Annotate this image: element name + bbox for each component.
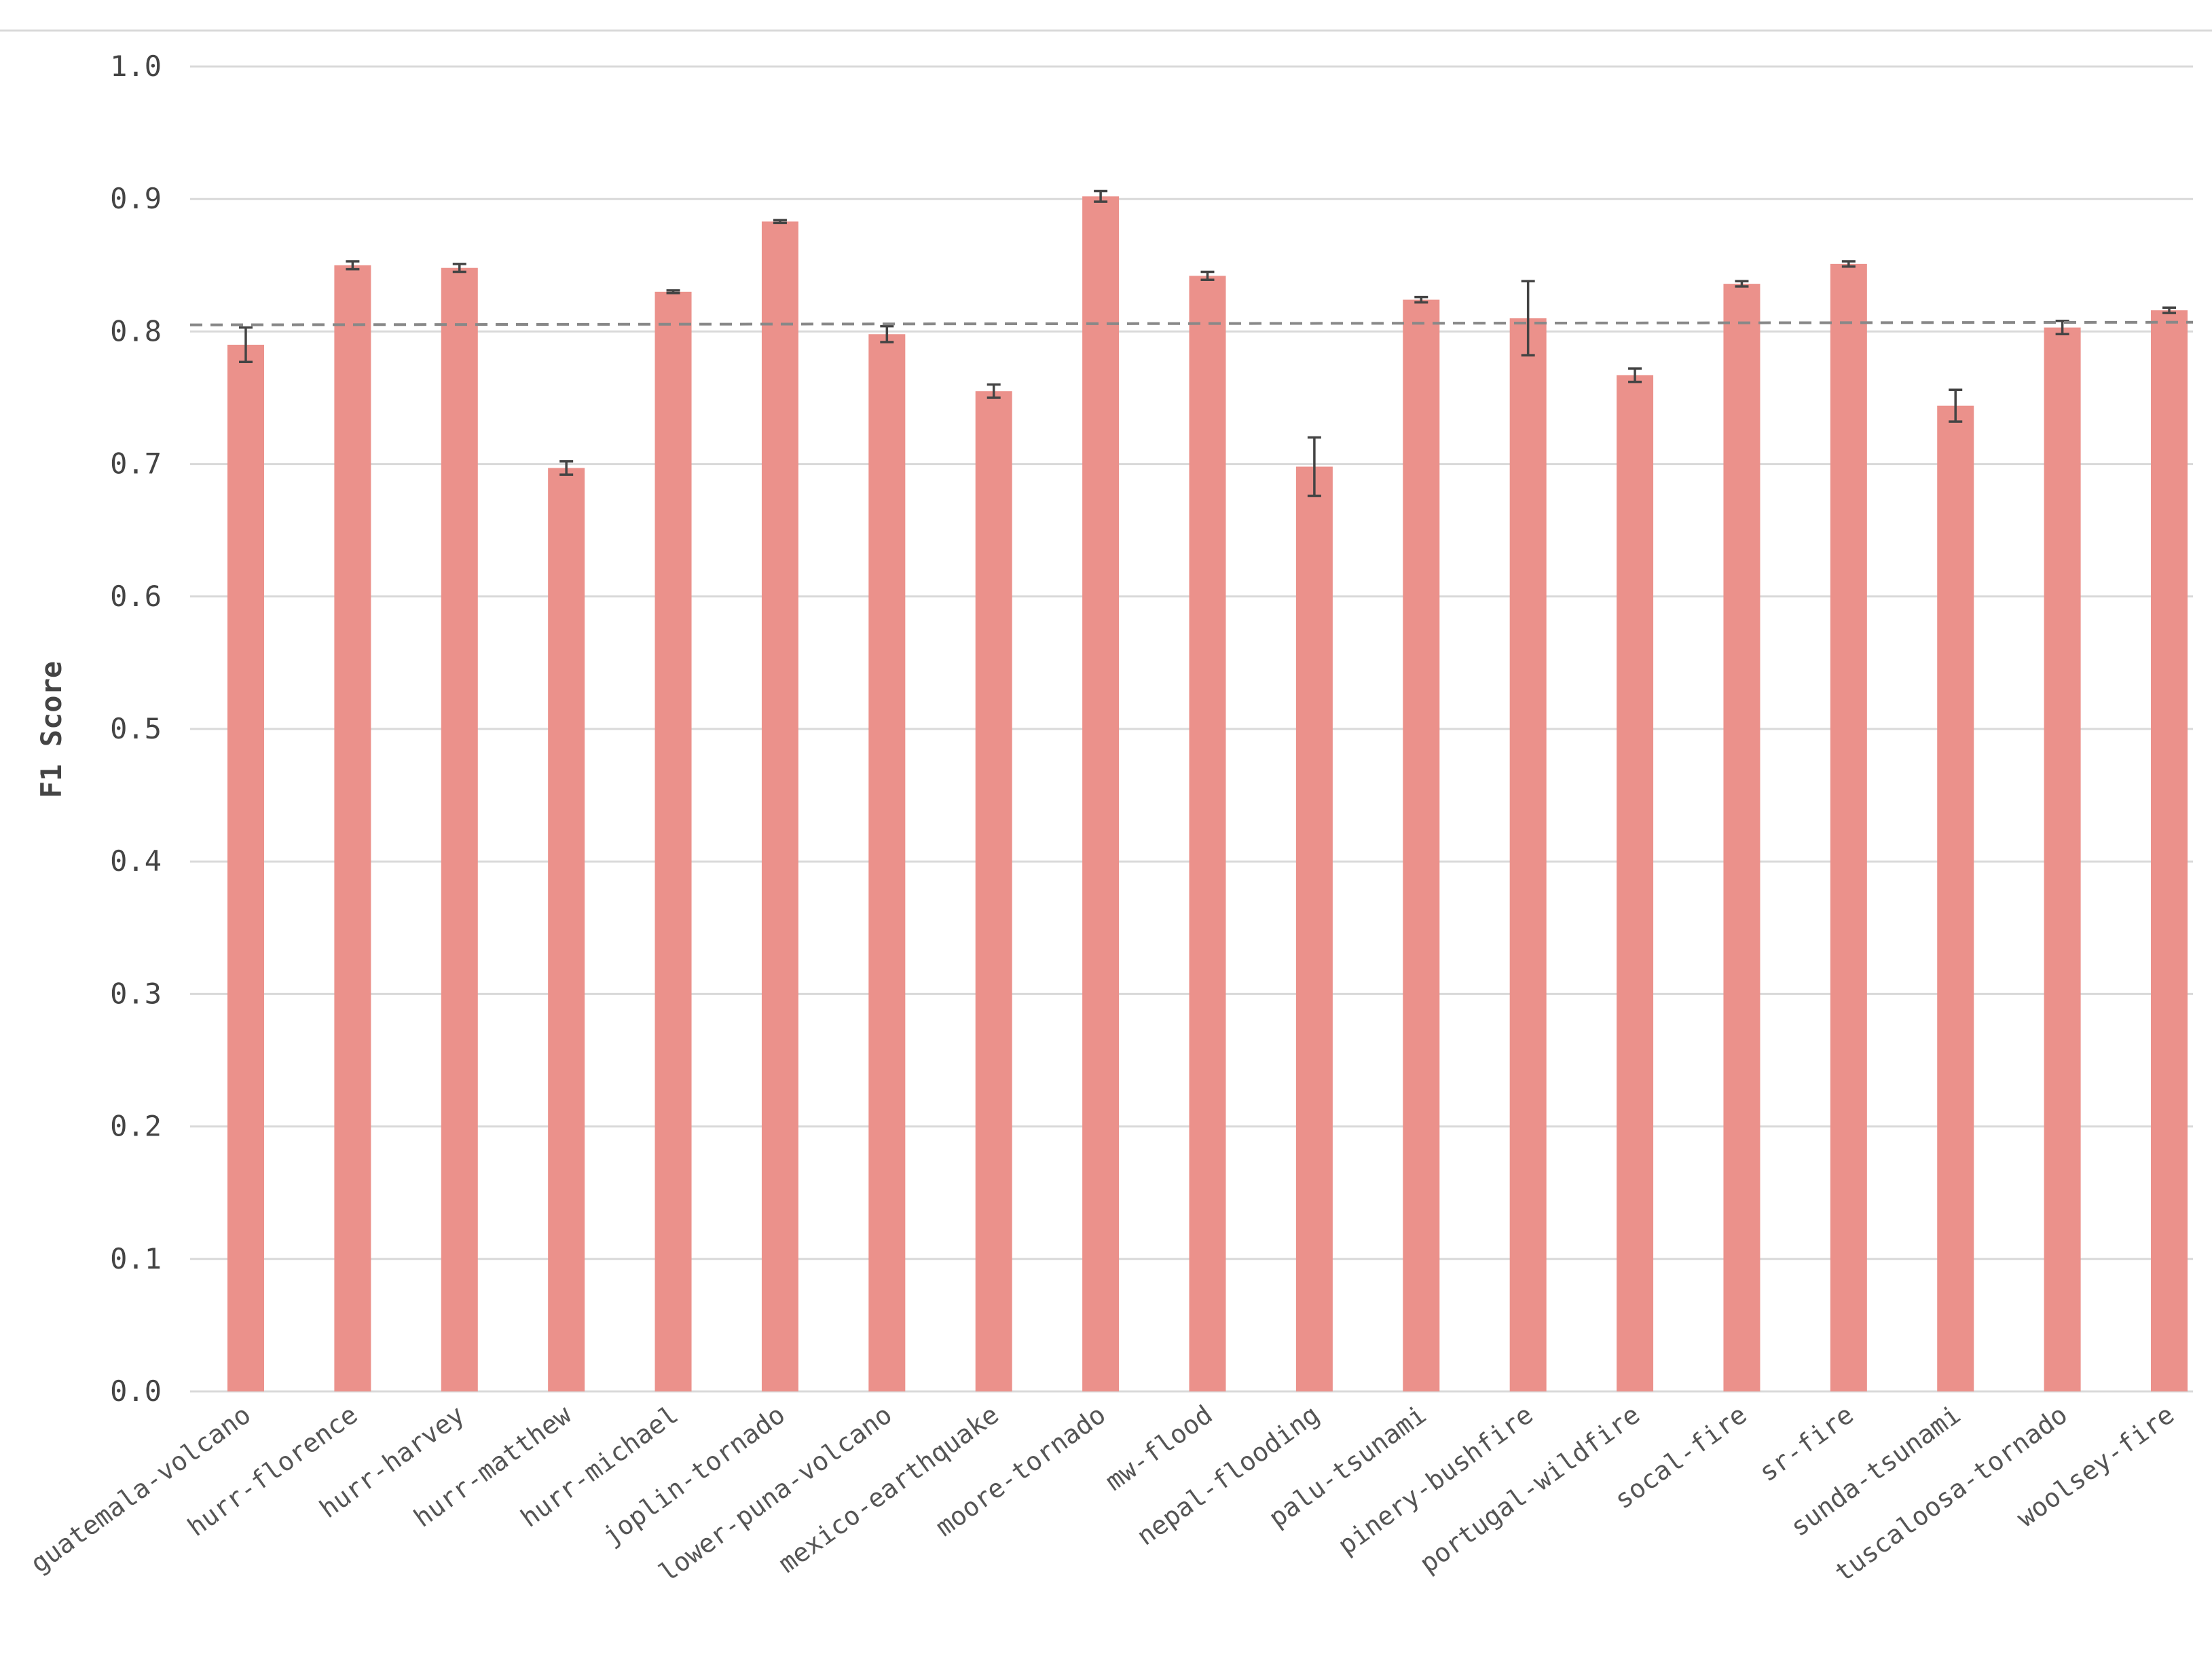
error-bar bbox=[1735, 280, 1749, 288]
error-bar bbox=[773, 219, 787, 225]
error-bar bbox=[1200, 270, 1215, 282]
error-bar bbox=[1521, 280, 1535, 357]
error-bar bbox=[1841, 260, 1856, 268]
y-tick-label: 0.4 bbox=[110, 844, 162, 878]
bar bbox=[1082, 196, 1120, 1391]
y-tick-label: 0.1 bbox=[110, 1242, 162, 1275]
error-bar bbox=[346, 260, 360, 271]
y-tick-label: 0.5 bbox=[110, 712, 162, 745]
bar bbox=[1189, 276, 1226, 1391]
bar bbox=[441, 267, 478, 1392]
error-bars bbox=[239, 189, 2176, 498]
bar bbox=[1723, 284, 1761, 1392]
y-tick-label: 0.3 bbox=[110, 977, 162, 1010]
x-tick-label: pinery-bushfire bbox=[1332, 1400, 1538, 1560]
bar bbox=[1403, 299, 1440, 1391]
trendline bbox=[189, 320, 2194, 326]
x-tick-label: joplin-tornado bbox=[597, 1400, 790, 1552]
bar bbox=[1509, 318, 1547, 1391]
bar bbox=[975, 391, 1012, 1391]
y-tick-label: 0.2 bbox=[110, 1110, 162, 1143]
bar bbox=[227, 344, 264, 1391]
bar bbox=[1937, 405, 1974, 1392]
y-axis-title: F1 Score bbox=[35, 661, 68, 798]
bar bbox=[334, 265, 371, 1391]
error-bar bbox=[987, 383, 1001, 399]
bars bbox=[227, 196, 2188, 1392]
error-bar bbox=[559, 460, 574, 476]
trendline-group bbox=[189, 320, 2194, 326]
error-bar bbox=[452, 263, 466, 274]
bar bbox=[1617, 375, 1654, 1392]
error-bar bbox=[666, 289, 680, 295]
y-tick-label: 0.9 bbox=[110, 182, 162, 215]
y-tick-label: 0.8 bbox=[110, 314, 162, 348]
bar bbox=[1295, 466, 1333, 1391]
error-bar bbox=[2162, 306, 2176, 314]
y-axis-ticks: 0.0 0.1 0.2 0.3 0.4 0.5 0.6 0.7 0.8 0.9 1.0 bbox=[110, 50, 162, 1408]
bar bbox=[761, 221, 798, 1391]
bar bbox=[868, 334, 906, 1392]
error-bar bbox=[1414, 295, 1428, 304]
y-tick-label: 1.0 bbox=[110, 50, 162, 83]
bar bbox=[548, 468, 585, 1391]
error-bar bbox=[880, 324, 894, 343]
x-tick-label: nepal-flooding bbox=[1131, 1400, 1325, 1552]
bar bbox=[1830, 263, 1867, 1391]
y-tick-label: 0.6 bbox=[110, 580, 162, 613]
error-bar bbox=[1949, 388, 1963, 423]
error-bar bbox=[2055, 320, 2069, 336]
bar bbox=[2151, 310, 2188, 1392]
error-bar bbox=[1094, 189, 1108, 203]
error-bar bbox=[1628, 367, 1642, 383]
error-bar bbox=[239, 326, 253, 364]
y-tick-label: 0.7 bbox=[110, 447, 162, 481]
error-bar bbox=[1307, 436, 1321, 498]
y-tick-label: 0.0 bbox=[110, 1374, 162, 1408]
bar bbox=[655, 291, 692, 1392]
x-tick-label: sr-fire bbox=[1754, 1400, 1859, 1488]
x-axis-labels: guatemala-volcanohurr-florencehurr-harve… bbox=[25, 1400, 2180, 1588]
bar bbox=[2044, 327, 2081, 1392]
